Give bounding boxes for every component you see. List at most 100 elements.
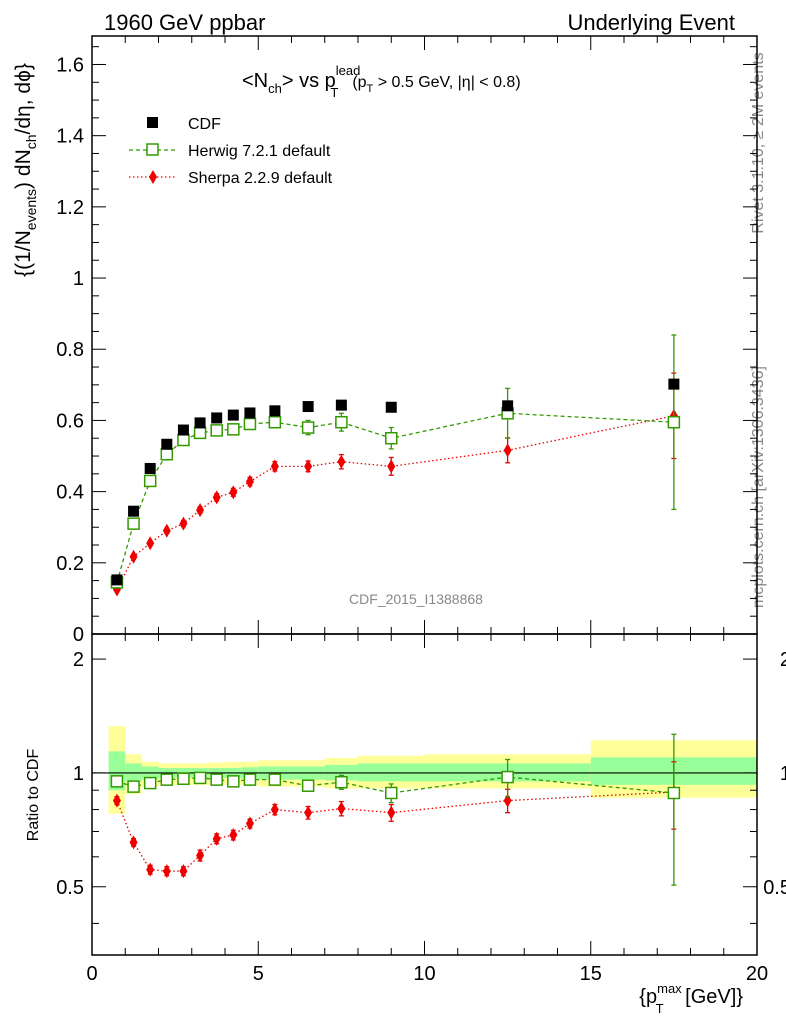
legend-label-sherpa: Sherpa 2.2.9 default xyxy=(188,170,333,187)
ratio-y-tick-label: 2 xyxy=(73,649,84,671)
cdf-point xyxy=(269,405,281,417)
sherpa-point xyxy=(304,459,313,474)
herwig-point xyxy=(268,415,282,429)
ratio-herwig-point xyxy=(210,773,223,786)
y-tick-label: 0 xyxy=(73,624,84,646)
header-right: Underlying Event xyxy=(567,10,735,35)
cdf-point xyxy=(244,407,256,419)
x-tick-label: 5 xyxy=(253,963,264,985)
ratio-herwig-point xyxy=(177,772,190,786)
ratio-herwig-point xyxy=(335,775,348,789)
ratio-sherpa-point xyxy=(229,828,238,843)
ratio-sherpa-point xyxy=(245,816,254,831)
ratio-y-tick-label-right: 2 xyxy=(780,649,786,671)
ratio-herwig-point xyxy=(301,779,315,792)
watermark: CDF_2015_I1388868 xyxy=(349,591,483,607)
ratio-herwig-point xyxy=(110,775,124,788)
ratio-sherpa-point xyxy=(212,831,221,846)
x-tick-label: 0 xyxy=(86,963,97,985)
cdf-point xyxy=(502,400,514,412)
cdf-point xyxy=(161,438,173,450)
y-tick-label: 1.2 xyxy=(56,197,84,219)
ratio-sherpa-point xyxy=(270,802,279,817)
herwig-point xyxy=(177,433,190,447)
herwig-point xyxy=(667,415,681,429)
y-axis-label: {(1/Nevents) dNch/dη, dϕ} xyxy=(12,63,39,277)
ratio-herwig-point xyxy=(268,773,282,786)
y-tick-label: 0.6 xyxy=(56,410,84,432)
legend-marker-herwig xyxy=(146,143,159,156)
ratio-herwig-point xyxy=(143,776,157,790)
cdf-point xyxy=(668,378,680,390)
ratio-herwig-point xyxy=(501,770,514,784)
ratio-herwig-point xyxy=(667,786,681,800)
ratio-sherpa-point xyxy=(196,848,205,863)
y-tick-label: 0.2 xyxy=(56,553,84,575)
ratio-sherpa-point xyxy=(337,801,346,816)
ratio-sherpa-point xyxy=(129,835,138,850)
y-tick-label: 1 xyxy=(73,268,84,290)
herwig-point xyxy=(193,426,207,440)
ratio-sherpa-point xyxy=(387,805,396,820)
sherpa-point xyxy=(129,549,138,564)
sherpa-point xyxy=(229,485,238,500)
cdf-point xyxy=(385,401,397,413)
ratio-y-axis-label: Ratio to CDF xyxy=(25,749,42,842)
main-panel: 0 0.2 0.4 0.6 0.8 1 1.2 1.4 1.6 xyxy=(56,35,758,646)
sherpa-point xyxy=(270,459,279,474)
header-left: 1960 GeV ppbar xyxy=(104,10,265,35)
side-label-bottom: mcplots.cern.ch [arXiv:1306.3436] xyxy=(750,366,767,608)
sherpa-point xyxy=(162,523,171,538)
herwig-point xyxy=(243,417,257,431)
side-label-top: Rivet 3.1.10, ≥ 2M events xyxy=(750,52,767,233)
sherpa-point xyxy=(387,459,396,474)
ratio-sherpa-point xyxy=(162,864,171,879)
cdf-point xyxy=(211,412,223,424)
cdf-point xyxy=(111,574,123,586)
ratio-herwig-point xyxy=(227,775,240,788)
x-tick-label: 15 xyxy=(580,963,602,985)
cdf-point xyxy=(227,409,239,421)
herwig-point xyxy=(227,423,240,436)
y-tick-label: 1.6 xyxy=(56,54,84,76)
legend: CDF Herwig 7.2.1 default Sherpa 2.2.9 de… xyxy=(129,116,333,187)
sherpa-point xyxy=(146,536,155,551)
ratio-sherpa-point xyxy=(179,864,188,879)
sherpa-point xyxy=(196,503,205,518)
ratio-y-tick-label: 1 xyxy=(73,763,84,785)
ratio-herwig-point xyxy=(385,786,398,800)
herwig-point xyxy=(210,424,223,437)
sherpa-point xyxy=(245,474,254,489)
x-axis-label: {pmax T [GeV]} xyxy=(639,981,743,1016)
ratio-y-tick-label: 0.5 xyxy=(56,877,84,899)
sherpa-point xyxy=(179,516,188,531)
ratio-panel: 0 5 10 15 20 0.5 0.5 1 1 2 2 xyxy=(56,633,786,985)
main-title: <Nch> vs plead T(pT > 0.5 GeV, |η| < 0.8) xyxy=(242,63,521,100)
herwig-point xyxy=(143,474,157,488)
herwig-point xyxy=(335,415,348,429)
cdf-point xyxy=(194,417,206,429)
ratio-sherpa-point xyxy=(304,805,313,820)
herwig-point xyxy=(127,517,140,530)
legend-marker-sherpa xyxy=(149,170,157,184)
legend-marker-cdf xyxy=(147,117,158,128)
y-tick-label: 0.8 xyxy=(56,339,84,361)
y-tick-label: 0.4 xyxy=(56,482,84,504)
x-tick-label: 10 xyxy=(413,963,435,985)
ratio-y-tick-label-right: 0.5 xyxy=(763,877,786,899)
ratio-herwig-point xyxy=(193,771,207,785)
herwig-point xyxy=(160,447,174,461)
ratio-herwig-point xyxy=(127,780,140,793)
cdf-point xyxy=(302,401,314,413)
sherpa-point xyxy=(503,443,512,458)
x-tick-label: 20 xyxy=(746,963,768,985)
ratio-y-tick-label-right: 1 xyxy=(780,763,786,785)
legend-label-herwig: Herwig 7.2.1 default xyxy=(188,143,331,160)
cdf-point xyxy=(335,399,347,411)
ratio-sherpa-point xyxy=(112,793,121,808)
ratio-herwig-point xyxy=(160,773,174,786)
cdf-point xyxy=(177,424,189,436)
sherpa-point xyxy=(337,454,346,469)
y-tick-label: 1.4 xyxy=(56,126,84,148)
